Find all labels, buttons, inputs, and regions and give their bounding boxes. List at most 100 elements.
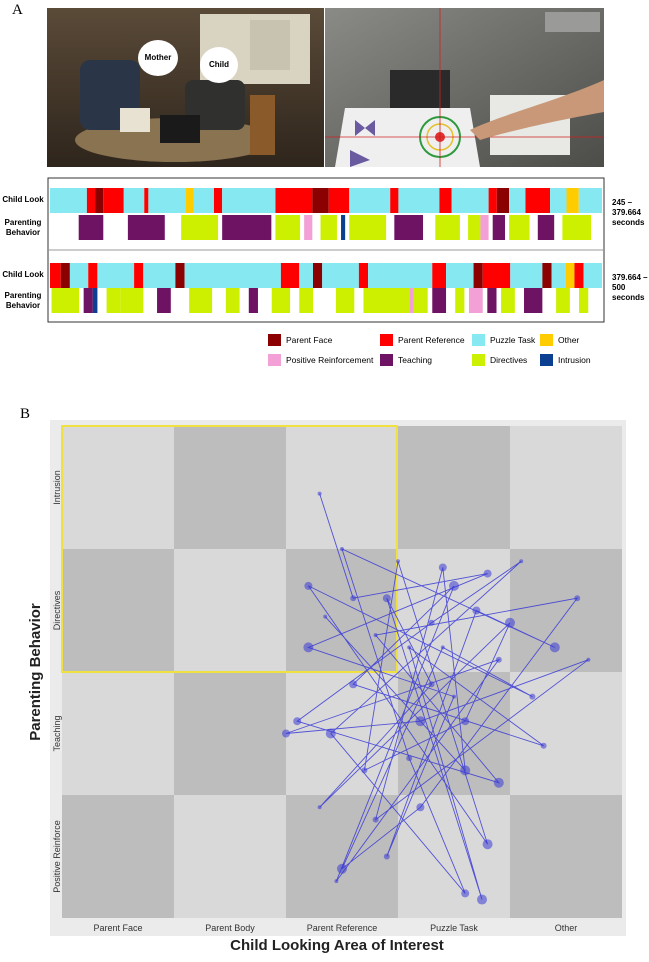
trajectory-point <box>549 642 560 653</box>
trajectory-point <box>529 693 536 700</box>
look-segment <box>473 263 483 288</box>
look-segment <box>398 188 440 213</box>
y-tick-label: Intrusion <box>52 470 62 505</box>
trajectory-point <box>461 717 470 726</box>
trajectory-point <box>519 559 524 564</box>
behavior-segment <box>492 215 505 240</box>
x-tick-label: Parent Body <box>205 923 255 933</box>
look-segment <box>86 188 96 213</box>
behavior-segment <box>304 215 313 240</box>
grid-cell <box>174 549 286 672</box>
behavior-segment <box>524 288 543 313</box>
behavior-segment <box>275 215 301 240</box>
trajectory-point <box>477 894 487 905</box>
x-tick-label: Parent Face <box>93 923 142 933</box>
grid-cell <box>286 549 398 672</box>
trajectory-point <box>438 563 447 572</box>
legend-label: Intrusion <box>558 355 591 365</box>
look-segment <box>551 263 566 288</box>
trajectory-point <box>349 680 358 689</box>
legend-swatch <box>540 354 553 366</box>
behavior-segment <box>92 288 98 313</box>
photo-tag: Mother <box>145 53 172 62</box>
panel-label: B <box>20 406 30 422</box>
behavior-segment <box>320 215 337 240</box>
look-segment <box>439 188 452 213</box>
trajectory-point <box>282 729 290 738</box>
time-range-label: 379.664 – 500 seconds <box>612 273 648 302</box>
behavior-segment <box>349 215 387 240</box>
y-tick-label: Directives <box>52 590 62 630</box>
trajectory-point <box>406 755 413 762</box>
look-segment <box>185 188 194 213</box>
look-segment <box>566 188 579 213</box>
look-segment <box>446 263 474 288</box>
behavior-segment <box>51 288 80 313</box>
photo-tag: Child <box>209 60 229 69</box>
trajectory-point <box>337 863 347 874</box>
look-segment <box>213 188 223 213</box>
look-segment <box>322 263 359 288</box>
trajectory-point <box>317 805 322 810</box>
grid-cell <box>286 795 398 918</box>
look-segment <box>134 263 144 288</box>
legend-label: Parent Face <box>286 335 333 345</box>
row-label-behavior: Parenting Behavior <box>4 291 42 310</box>
legend-swatch <box>380 334 393 346</box>
grid-cell <box>510 795 622 918</box>
behavior-segment <box>432 288 447 313</box>
grid-cell <box>62 426 174 549</box>
look-segment <box>525 188 551 213</box>
behavior-segment <box>480 215 489 240</box>
legend-label: Other <box>558 335 579 345</box>
legend-label: Directives <box>490 355 527 365</box>
look-segment <box>358 263 369 288</box>
row-label-behavior: Parenting Behavior <box>4 218 42 237</box>
trajectory-point <box>317 491 322 496</box>
behavior-segment <box>487 288 497 313</box>
look-segment <box>488 188 497 213</box>
behavior-segment <box>413 288 428 313</box>
look-segment <box>144 188 149 213</box>
behavior-segment <box>562 215 592 240</box>
behavior-segment <box>537 215 555 240</box>
trajectory-point <box>407 645 412 650</box>
look-segment <box>574 263 584 288</box>
look-segment <box>275 188 313 213</box>
row-label-look: Child Look <box>2 270 44 279</box>
legend-swatch <box>472 334 485 346</box>
behavior-segment <box>468 215 481 240</box>
look-segment <box>50 263 61 288</box>
look-segment <box>578 188 602 213</box>
trajectory-point <box>293 717 302 726</box>
trajectory-point <box>323 614 328 619</box>
look-segment <box>509 188 526 213</box>
trajectory-point <box>396 559 400 564</box>
trajectory-point <box>449 580 459 591</box>
behavior-segment <box>120 288 144 313</box>
trajectory-point <box>540 742 547 749</box>
legend-swatch <box>472 354 485 366</box>
trajectory-point <box>382 594 391 603</box>
trajectory-point <box>428 619 435 626</box>
trajectory-point <box>372 816 379 823</box>
grid-cell <box>174 795 286 918</box>
trajectory-point <box>495 656 502 663</box>
behavior-segment <box>271 288 291 313</box>
behavior-segment <box>363 288 391 313</box>
behavior-segment <box>556 288 570 313</box>
trajectory-point <box>472 606 481 615</box>
panel-label: A <box>12 2 23 18</box>
trajectory-point <box>325 728 336 739</box>
trajectory-point <box>340 547 344 551</box>
look-segment <box>496 188 510 213</box>
x-axis-title: Child Looking Area of Interest <box>230 937 444 954</box>
legend-swatch <box>540 334 553 346</box>
look-segment <box>123 188 145 213</box>
look-segment <box>103 188 124 213</box>
look-segment <box>313 263 323 288</box>
time-range-label: 245 – 379.664 seconds <box>612 198 645 227</box>
behavior-segment <box>455 288 465 313</box>
look-segment <box>510 263 543 288</box>
